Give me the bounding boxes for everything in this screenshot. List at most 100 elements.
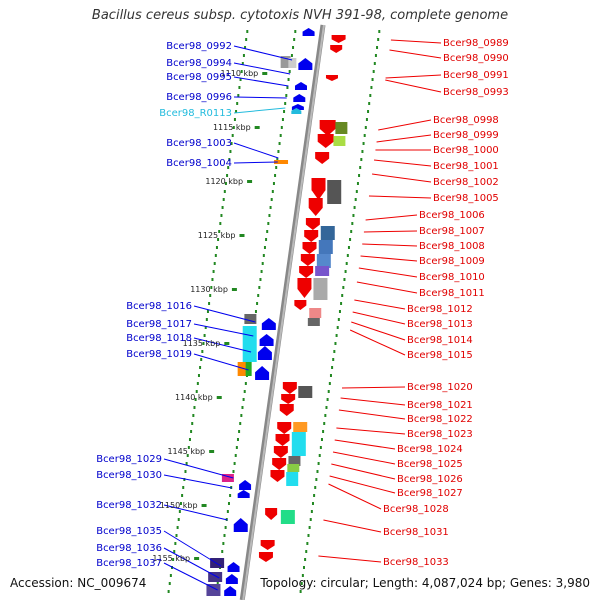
inner-dot xyxy=(276,158,279,161)
outer-dot xyxy=(319,446,322,449)
inner-dot xyxy=(275,166,278,169)
leader-line xyxy=(163,562,218,591)
outer-left-dot xyxy=(206,310,209,313)
outer-dot xyxy=(363,134,366,137)
outer-dot xyxy=(328,382,331,385)
leader-line xyxy=(233,96,287,99)
outer-left-dot xyxy=(191,422,194,425)
outer-left-dot xyxy=(221,206,224,209)
outer-dot xyxy=(353,206,356,209)
leader-line xyxy=(329,475,396,494)
forward-gene-arrow xyxy=(302,28,315,36)
reverse-gene-arrow xyxy=(299,266,314,278)
outer-dot xyxy=(352,214,355,217)
outer-left-dot xyxy=(177,518,180,521)
gene-box xyxy=(274,160,289,164)
gene-box xyxy=(307,318,320,326)
reverse-gene-arrow xyxy=(315,152,330,164)
outer-left-dot xyxy=(215,246,218,249)
outer-dot xyxy=(315,478,318,481)
gene-label-right: Bcer98_1013 xyxy=(407,319,473,330)
kbp-tick-mark xyxy=(254,126,260,129)
outer-dot xyxy=(342,286,345,289)
gene-label-right: Bcer98_1008 xyxy=(419,241,485,252)
outer-left-dot xyxy=(218,230,221,233)
outer-left-dot xyxy=(173,550,176,553)
gene-label-left: Bcer98_1004 xyxy=(166,158,232,169)
outer-left-dot xyxy=(224,182,227,185)
outer-left-dot xyxy=(209,294,212,297)
gene-box xyxy=(245,362,252,376)
outer-dot xyxy=(340,302,343,305)
gene-box xyxy=(206,584,221,596)
outer-left-dot xyxy=(181,494,184,497)
leader-line xyxy=(371,173,432,183)
outer-left-dot xyxy=(210,286,213,289)
inner-dot xyxy=(235,446,238,449)
inner-dot xyxy=(272,182,275,185)
gene-label-right: Bcer98_0993 xyxy=(443,87,509,98)
inner-dot xyxy=(277,150,280,153)
forward-gene-arrow xyxy=(225,574,238,584)
gene-box xyxy=(298,386,313,398)
outer-left-dot xyxy=(240,70,243,73)
outer-left-dot xyxy=(184,470,187,473)
inner-dot xyxy=(257,294,260,297)
outer-dot xyxy=(360,158,363,161)
inner-dot xyxy=(243,390,246,393)
outer-left-dot xyxy=(168,582,171,585)
inner-dot xyxy=(288,70,291,73)
outer-dot xyxy=(371,78,374,81)
outer-dot xyxy=(356,182,359,185)
outer-left-dot xyxy=(188,438,191,441)
outer-left-dot xyxy=(208,302,211,305)
gene-label-right: Bcer98_1031 xyxy=(383,527,449,538)
outer-left-dot xyxy=(179,502,182,505)
outer-left-dot xyxy=(196,382,199,385)
leader-line xyxy=(360,255,418,262)
outer-dot xyxy=(318,454,321,457)
outer-dot xyxy=(373,62,376,65)
outer-left-dot xyxy=(229,150,232,153)
gene-label-right: Bcer98_0999 xyxy=(433,130,499,141)
kbp-tick-label: 1115 kbp xyxy=(213,123,251,132)
reverse-gene-arrow xyxy=(282,382,297,394)
outer-dot xyxy=(317,462,320,465)
reverse-gene-arrow xyxy=(297,278,312,298)
outer-dot xyxy=(344,270,347,273)
inner-dot xyxy=(263,246,266,249)
kbp-tick-label: 1120 kbp xyxy=(205,177,243,186)
forward-gene-arrow xyxy=(293,94,306,102)
outer-dot xyxy=(327,390,330,393)
outer-dot xyxy=(367,110,370,113)
outer-dot xyxy=(334,342,337,345)
reverse-gene-arrow xyxy=(260,540,275,550)
gene-box xyxy=(313,278,328,300)
leader-line xyxy=(336,427,406,435)
leader-line xyxy=(365,214,418,221)
outer-left-dot xyxy=(236,102,239,105)
outer-left-dot xyxy=(185,462,188,465)
gene-label-right: Bcer98_1028 xyxy=(383,504,449,515)
outer-left-dot xyxy=(176,526,179,529)
gene-label-right: Bcer98_1024 xyxy=(397,444,463,455)
outer-dot xyxy=(370,86,373,89)
gene-box xyxy=(288,456,301,466)
outer-left-dot xyxy=(205,318,208,321)
outer-dot xyxy=(316,470,319,473)
outer-left-dot xyxy=(182,486,185,489)
forward-gene-arrow xyxy=(257,346,272,360)
kbp-tick-label: 1145 kbp xyxy=(167,447,205,456)
outer-dot xyxy=(376,46,379,49)
leader-line xyxy=(340,397,406,406)
reverse-gene-arrow xyxy=(311,178,326,200)
inner-dot xyxy=(236,438,239,441)
outer-dot xyxy=(299,590,302,593)
gene-box xyxy=(291,432,306,456)
reverse-gene-arrow xyxy=(317,134,334,148)
gene-label-right: Bcer98_1025 xyxy=(397,459,463,470)
inner-dot xyxy=(292,46,295,49)
forward-gene-arrow xyxy=(224,586,237,596)
gene-label-left: Bcer98_1019 xyxy=(126,349,192,360)
inner-dot xyxy=(254,310,257,313)
